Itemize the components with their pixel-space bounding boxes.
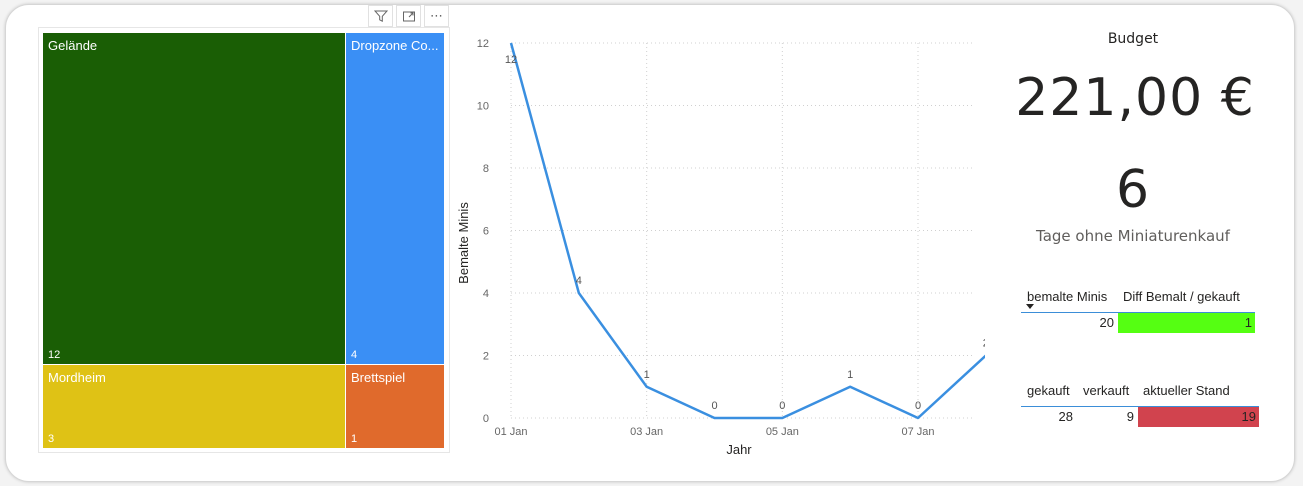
focus-mode-button[interactable]	[396, 5, 421, 27]
table2-header-gekauft[interactable]: gekauft	[1027, 383, 1070, 398]
more-options-button[interactable]: ⋯	[424, 5, 449, 27]
tile-label: Mordheim	[48, 370, 106, 385]
data-label: 12	[505, 54, 517, 66]
data-label: 1	[644, 369, 650, 381]
table2-cell-stand: 19	[1138, 407, 1259, 427]
y-tick-label: 0	[483, 413, 489, 425]
budget-value: 221,00 €	[1015, 68, 1255, 128]
data-label: 0	[711, 400, 717, 412]
filter-icon	[373, 10, 388, 23]
series-line[interactable]	[509, 42, 985, 420]
treemap-tile-brettspiel[interactable]: Brettspiel 1	[346, 365, 444, 448]
y-tick-label: 8	[483, 163, 489, 175]
y-tick-label: 2	[483, 351, 489, 363]
table2-cell-verkauft: 9	[1126, 409, 1134, 424]
table2-header-stand[interactable]: aktueller Stand	[1143, 383, 1230, 398]
x-tick-label: 07 Jan	[901, 426, 934, 438]
x-tick-label: 01 Jan	[494, 426, 527, 438]
data-label: 1	[847, 369, 853, 381]
table1-cell-diff: 1	[1118, 313, 1255, 333]
table1-header-diff[interactable]: Diff Bemalt / gekauft	[1123, 289, 1240, 304]
data-label: 0	[779, 400, 785, 412]
tile-value: 4	[351, 349, 358, 361]
y-tick-label: 12	[477, 38, 489, 50]
x-tick-label: 05 Jan	[766, 426, 799, 438]
table2-divider	[1021, 406, 1259, 407]
y-tick-label: 10	[477, 101, 489, 113]
table1-cell-bemalte: 20	[1099, 315, 1114, 330]
more-options-icon: ⋯	[430, 8, 443, 24]
days-label: Tage ohne Miniaturenkauf	[1036, 227, 1230, 245]
tile-label: Dropzone Co...	[351, 38, 439, 53]
days-value: 6	[1115, 160, 1151, 220]
treemap-tile-gelaende[interactable]: Gelände 12	[43, 33, 345, 364]
treemap-tile-mordheim[interactable]: Mordheim 3	[43, 365, 345, 448]
data-label: 0	[915, 400, 921, 412]
y-axis-title: Bemalte Minis	[456, 202, 471, 284]
focus-mode-icon	[402, 11, 415, 22]
tile-value: 3	[48, 433, 55, 445]
x-axis-title: Jahr	[726, 442, 752, 457]
table2-cell-gekauft: 28	[1058, 409, 1073, 424]
sort-descending-icon[interactable]	[1026, 304, 1035, 310]
data-label: 2	[983, 338, 985, 350]
tile-label: Gelände	[48, 38, 98, 53]
table1-divider	[1021, 312, 1255, 313]
filter-button[interactable]	[368, 5, 393, 27]
table2-header-verkauft[interactable]: verkauft	[1083, 383, 1130, 398]
treemap-tile-dropzone[interactable]: Dropzone Co... 4	[346, 33, 444, 364]
tile-label: Brettspiel	[351, 370, 406, 385]
x-tick-label: 03 Jan	[630, 426, 663, 438]
table1-header-bemalte[interactable]: bemalte Minis	[1027, 289, 1108, 304]
y-tick-label: 4	[483, 288, 489, 300]
budget-title: Budget	[1107, 31, 1159, 47]
data-label: 4	[576, 275, 582, 287]
tile-value: 12	[48, 349, 61, 361]
y-tick-label: 6	[483, 226, 489, 238]
tile-value: 1	[351, 433, 358, 445]
